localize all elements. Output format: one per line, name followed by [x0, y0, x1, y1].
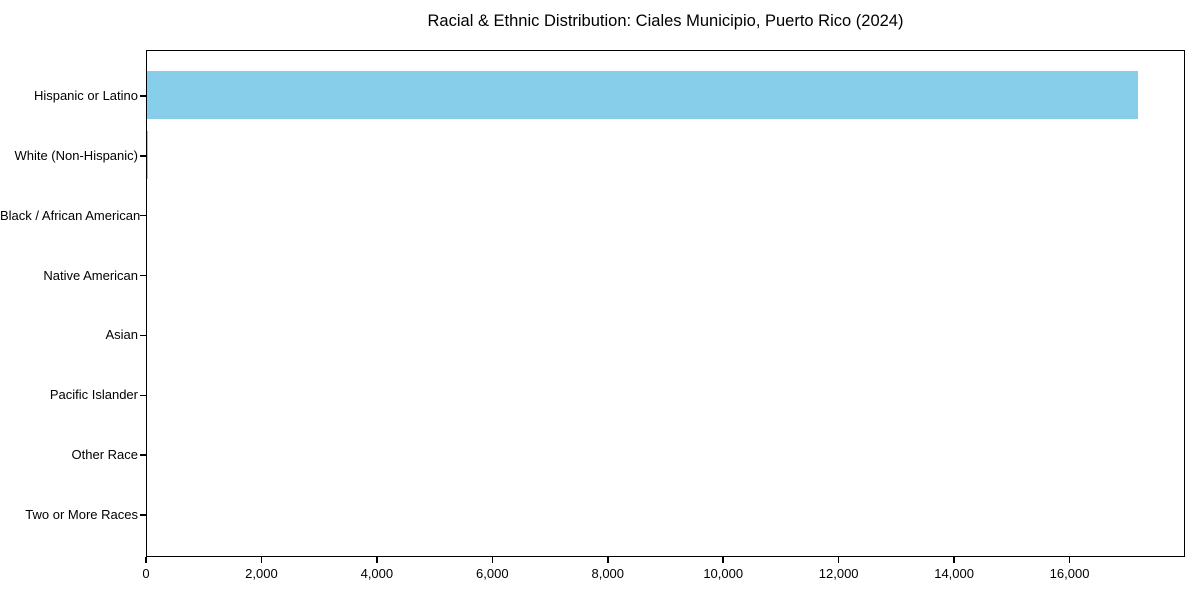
y-tick-mark	[140, 274, 146, 277]
y-tick-mark	[140, 514, 146, 516]
y-tick-label: Native American	[43, 267, 138, 283]
x-tick-mark	[376, 557, 378, 563]
x-tick-mark	[837, 557, 840, 563]
x-tick-mark	[722, 557, 724, 563]
x-tick-mark	[145, 557, 147, 563]
x-tick-mark	[1068, 557, 1071, 563]
y-tick-label: Other Race	[71, 447, 138, 463]
y-tick-label: White (Non-Hispanic)	[14, 147, 138, 163]
x-tick-label: 10,000	[703, 566, 744, 581]
x-tick-label: 0	[142, 566, 150, 581]
y-tick-mark	[140, 334, 146, 337]
x-tick-label: 12,000	[818, 566, 859, 581]
x-tick-label: 6,000	[476, 566, 509, 581]
y-tick-label: Asian	[105, 327, 138, 343]
chart-title: Racial & Ethnic Distribution: Ciales Mun…	[427, 12, 904, 30]
x-tick-label: 14,000	[934, 566, 974, 581]
y-tick-mark	[140, 454, 146, 456]
x-tick-label: 4,000	[360, 566, 394, 581]
x-tick-label: 2,000	[245, 566, 278, 581]
y-tick-label: Two or More Races	[25, 507, 138, 523]
y-tick-label: Hispanic or Latino	[33, 87, 138, 103]
y-tick-label: Pacific Islander	[49, 387, 138, 403]
plot-area	[146, 50, 1185, 557]
y-tick-mark	[140, 155, 146, 157]
y-tick-label: Black / African American	[0, 207, 141, 223]
x-tick-mark	[491, 557, 494, 563]
x-tick-label: 8,000	[591, 566, 625, 581]
y-tick-mark	[140, 95, 146, 97]
x-tick-mark	[260, 557, 263, 563]
x-tick-mark	[953, 557, 955, 563]
y-tick-mark	[140, 394, 146, 397]
x-tick-label: 16,000	[1049, 566, 1090, 581]
bar-hispanic-or-latino	[147, 71, 1138, 120]
bar-white-non-hispanic	[147, 131, 149, 180]
x-tick-mark	[607, 557, 609, 563]
y-tick-mark	[140, 214, 146, 217]
